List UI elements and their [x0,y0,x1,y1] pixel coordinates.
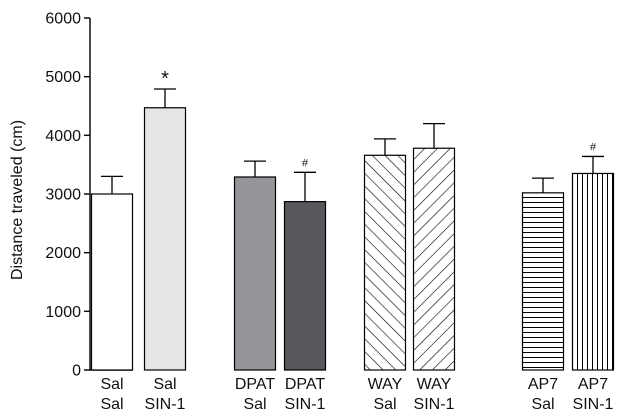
category-label-bottom: SIN-1 [573,396,614,413]
category-label-top: Sal [153,376,176,393]
y-axis: 0 1000 2000 3000 4000 5000 6000 [45,11,133,380]
category-label-bottom: SIN-1 [285,396,326,413]
bars-group: * # # [90,68,615,371]
bar [283,201,327,371]
category-label-top: AP7 [528,376,558,393]
y-tick-label: 1000 [45,304,81,321]
category-label-bottom: SIN-1 [145,396,186,413]
category-label-bottom: SIN-1 [414,396,455,413]
y-tick-label: 5000 [45,69,81,86]
bar [521,192,565,371]
category-label-bottom: Sal [373,396,396,413]
bar [143,107,187,371]
category-label-bottom: Sal [100,396,123,413]
category-label-top: DPAT [285,376,326,393]
y-tick-label: 3000 [45,187,81,204]
category-label-bottom: Sal [531,396,554,413]
category-label-bottom: Sal [243,396,266,413]
bar [233,176,277,371]
y-axis-title: Distance traveled (cm) [9,120,26,280]
category-label-top: WAY [368,376,403,393]
category-label-top: DPAT [235,376,276,393]
bar [363,154,407,371]
category-labels: Sal Sal Sal SIN-1 DPAT Sal DPAT SIN-1 WAY Sal WAY S… [100,376,613,413]
significance-hash: # [302,157,309,169]
category-label-top: AP7 [578,376,608,393]
y-tick-label: 6000 [45,11,81,28]
significance-hash: # [590,141,597,153]
significance-asterisk: * [161,68,169,90]
category-label-top: Sal [100,376,123,393]
bar [90,193,134,371]
bar [571,172,615,371]
y-tick-label: 0 [72,363,81,380]
bar [412,147,456,371]
y-tick-label: 2000 [45,245,81,262]
y-tick-label: 4000 [45,128,81,145]
category-label-top: WAY [417,376,452,393]
